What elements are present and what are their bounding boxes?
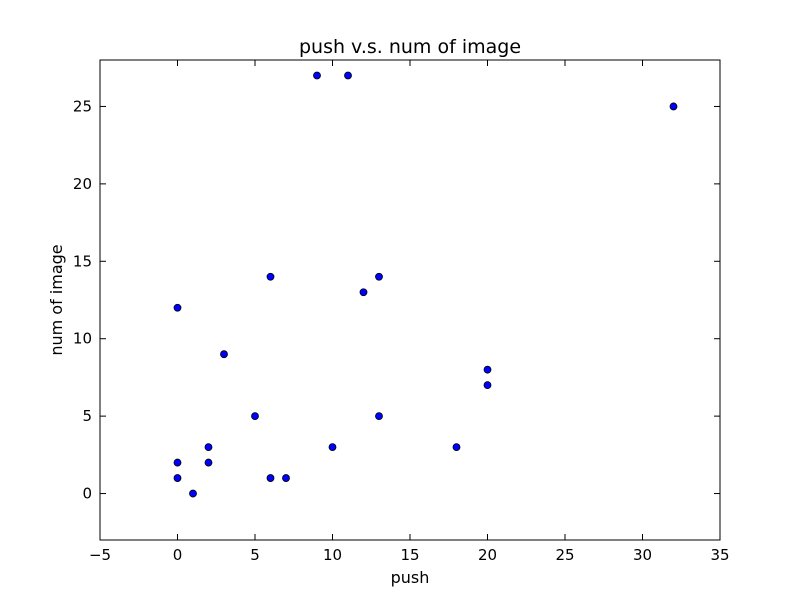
plot-area: [173, 71, 678, 498]
data-point: [452, 443, 461, 451]
y-tick-label: 25: [73, 97, 92, 115]
x-tick-label: 30: [633, 546, 652, 564]
x-tick-label: 0: [173, 546, 183, 564]
data-point: [204, 443, 213, 451]
data-point: [266, 474, 275, 482]
x-tick-label: 25: [555, 546, 574, 564]
data-point: [669, 102, 678, 111]
data-point: [483, 365, 492, 374]
chart-title: push v.s. num of image: [299, 36, 521, 58]
y-tick-label: 15: [73, 252, 92, 270]
data-point: [375, 272, 383, 281]
data-point: [282, 474, 290, 482]
x-axis: −5 0 5 10 15 20 25 30 35: [89, 60, 730, 564]
data-point: [204, 458, 213, 467]
data-point: [189, 489, 197, 498]
y-axis-label: num of image: [47, 244, 66, 355]
data-point: [173, 303, 182, 312]
data-point: [359, 288, 368, 297]
x-axis-label: push: [391, 568, 430, 587]
y-tick-label: 5: [82, 407, 92, 425]
x-tick-label: 10: [323, 546, 342, 564]
data-point: [220, 350, 228, 359]
x-tick-label: 20: [478, 546, 497, 564]
x-tick-label: 15: [400, 546, 419, 564]
data-point: [173, 474, 182, 482]
data-point: [483, 381, 492, 390]
data-point: [266, 272, 275, 281]
data-point: [344, 71, 352, 80]
x-tick-label: −5: [89, 546, 111, 564]
y-tick-label: 10: [73, 330, 92, 348]
y-tick-label: 20: [73, 175, 92, 193]
data-point: [313, 71, 321, 80]
axes-frame: [99, 59, 721, 541]
data-point: [375, 412, 383, 421]
y-tick-label: 0: [82, 485, 92, 503]
data-point: [251, 412, 259, 421]
data-point: [173, 458, 182, 467]
y-axis: 0 5 10 15 20 25: [73, 97, 720, 503]
x-tick-label: 35: [710, 546, 729, 564]
data-point: [328, 443, 337, 451]
x-tick-label: 5: [250, 546, 260, 564]
